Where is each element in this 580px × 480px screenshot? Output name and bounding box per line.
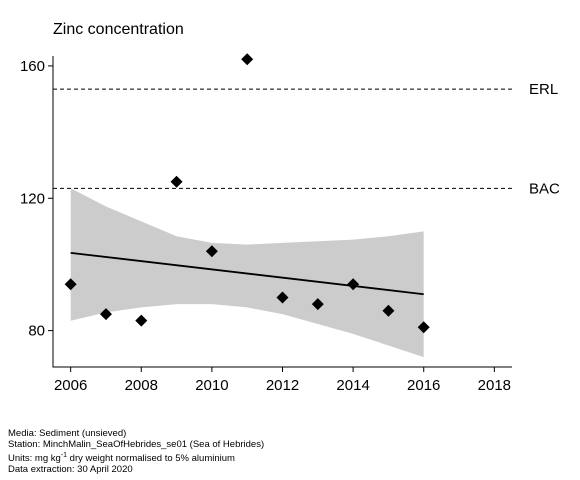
- data-point: [205, 245, 218, 258]
- y-tick-label: 160: [20, 58, 45, 75]
- footer-units-prefix: Units: mg kg: [8, 453, 61, 465]
- data-point: [170, 175, 183, 188]
- chart-footer: Media: Sediment (unsieved) Station: Minc…: [8, 428, 264, 475]
- footer-units-suffix: dry weight normalised to 5% aluminium: [67, 453, 235, 465]
- data-point: [135, 314, 148, 327]
- data-points-layer: [64, 53, 430, 334]
- data-point: [241, 53, 254, 66]
- chart-title: Zinc concentration: [53, 21, 184, 38]
- axes-layer: 80 120 160 2006 2008 2010 2012 2014 2016 2018: [20, 56, 512, 394]
- zinc-chart: Zinc concentration ERL BAC 80 120 160 2006 20…: [20, 21, 560, 394]
- data-point: [382, 304, 395, 317]
- x-tick-label: 2014: [336, 377, 369, 394]
- data-point: [64, 278, 77, 291]
- x-tick-label: 2018: [478, 377, 511, 394]
- x-tick-label: 2016: [407, 377, 440, 394]
- footer-units: Units: mg kg-1 dry weight normalised to …: [8, 450, 264, 464]
- footer-extraction: Data extraction: 30 April 2020: [8, 464, 133, 476]
- data-point: [276, 291, 289, 304]
- footer-media: Media: Sediment (unsieved): [8, 428, 127, 439]
- x-tick-label: 2012: [266, 377, 299, 394]
- footer-station: Station: MinchMalin_SeaOfHebrides_se01 (…: [8, 439, 265, 450]
- data-point: [347, 278, 360, 291]
- trend-line: [70, 251, 424, 296]
- data-point: [311, 298, 324, 311]
- reference-lines-layer: ERL BAC: [53, 81, 560, 197]
- reference-label-bac: BAC: [529, 180, 560, 197]
- x-tick-label: 2006: [54, 377, 87, 394]
- y-tick-label: 120: [20, 190, 45, 207]
- x-tick-label: 2008: [125, 377, 158, 394]
- reference-label-erl: ERL: [529, 81, 558, 98]
- data-point: [417, 321, 430, 334]
- trend-layer: [70, 251, 424, 296]
- y-tick-label: 80: [28, 323, 45, 340]
- x-tick-label: 2010: [195, 377, 228, 394]
- footer-units-sup: -1: [60, 452, 68, 459]
- data-point: [99, 308, 112, 321]
